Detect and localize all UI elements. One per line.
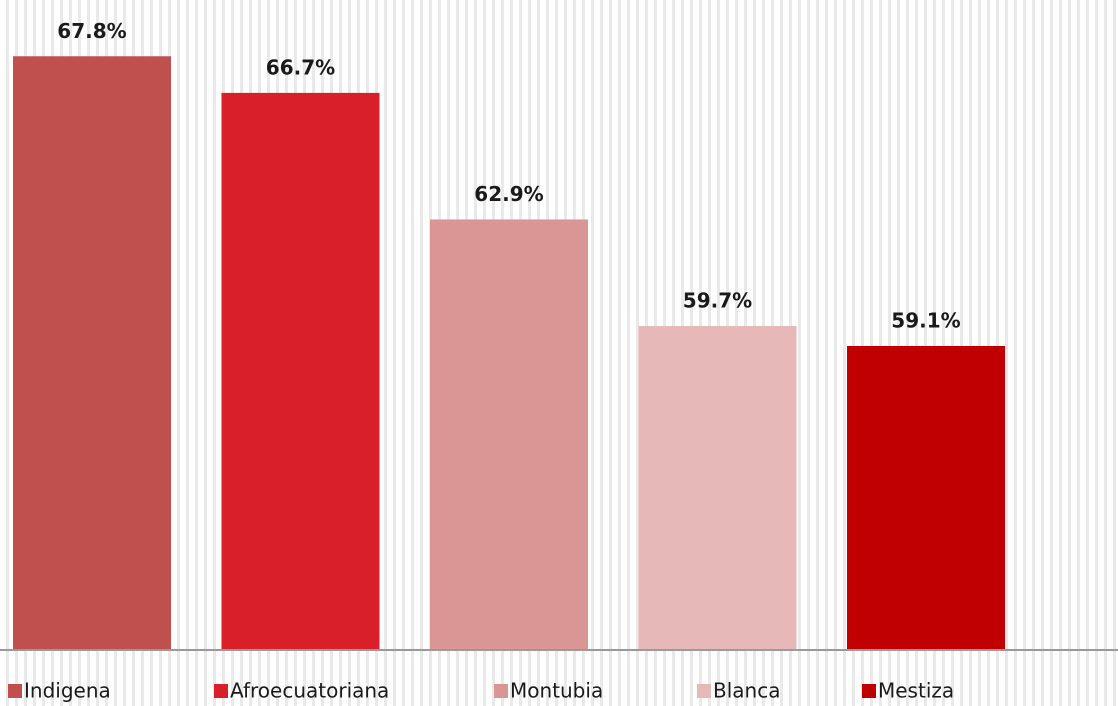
legend-swatch (214, 684, 228, 698)
legend-swatch (862, 684, 876, 698)
legend-label: Blanca (713, 679, 780, 703)
data-label: 59.1% (891, 308, 960, 332)
data-label: 66.7% (266, 55, 335, 79)
legend-label: Afroecuatoriana (230, 679, 389, 703)
legend-swatch (8, 684, 22, 698)
data-label: 59.7% (683, 288, 752, 312)
bar (847, 345, 1005, 649)
bar (638, 325, 797, 649)
legend-swatch (494, 684, 508, 698)
legend-label: Montubia (510, 679, 603, 703)
bar (13, 56, 171, 649)
legend-label: Indigena (24, 679, 111, 703)
data-label: 67.8% (57, 19, 126, 43)
bar (221, 92, 380, 649)
bar (430, 219, 588, 649)
data-label: 62.9% (474, 182, 543, 206)
legend-swatch (697, 684, 711, 698)
legend-label: Mestiza (878, 679, 954, 703)
